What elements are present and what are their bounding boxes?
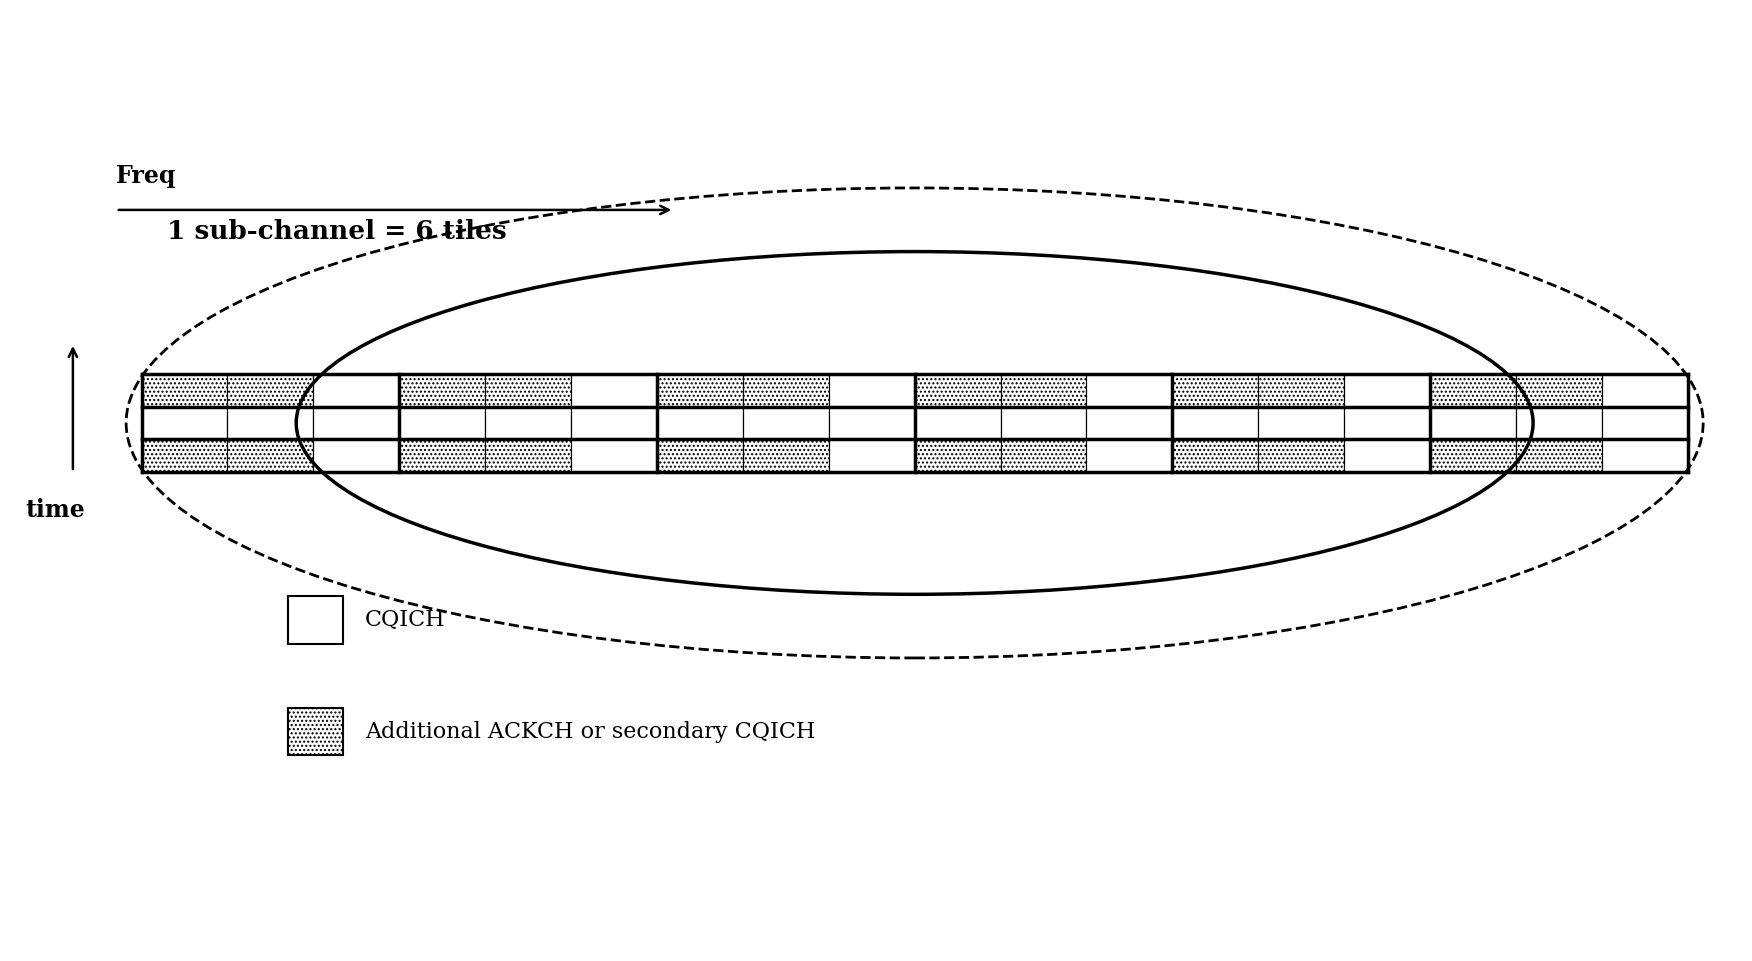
Bar <box>485 407 571 439</box>
Bar <box>142 374 228 407</box>
Bar <box>1258 439 1344 472</box>
Bar <box>1515 374 1601 407</box>
Bar <box>915 374 1000 407</box>
Bar <box>485 374 571 407</box>
Bar <box>1000 374 1086 407</box>
Bar <box>1258 374 1344 407</box>
Bar <box>1430 407 1515 439</box>
Bar <box>657 374 743 407</box>
Bar <box>314 374 399 407</box>
Bar <box>1601 407 1687 439</box>
Bar <box>657 407 743 439</box>
Bar <box>743 374 829 407</box>
Bar <box>485 439 571 472</box>
Bar <box>829 407 915 439</box>
Bar <box>1086 439 1172 472</box>
Bar <box>228 439 314 472</box>
Text: Additional ACKCH or secondary CQICH: Additional ACKCH or secondary CQICH <box>364 721 815 743</box>
Bar <box>915 439 1000 472</box>
Bar <box>287 708 343 755</box>
Bar <box>743 439 829 472</box>
Bar <box>1086 374 1172 407</box>
Bar <box>142 439 228 472</box>
Bar <box>1172 439 1258 472</box>
Bar <box>1344 374 1430 407</box>
Text: Freq: Freq <box>116 164 177 188</box>
Bar <box>1601 439 1687 472</box>
Bar <box>1430 439 1515 472</box>
Bar <box>228 407 314 439</box>
Bar <box>1430 374 1515 407</box>
Bar <box>1000 374 1086 407</box>
Bar <box>1344 407 1430 439</box>
Bar <box>1515 374 1601 407</box>
Bar <box>657 439 743 472</box>
Bar <box>228 374 314 407</box>
Bar <box>657 374 743 407</box>
Text: CQICH: CQICH <box>364 609 445 631</box>
Bar <box>228 439 314 472</box>
Bar <box>399 439 485 472</box>
Bar <box>1515 407 1601 439</box>
Bar <box>142 439 228 472</box>
Bar <box>287 708 343 755</box>
Bar <box>915 439 1000 472</box>
Bar <box>1258 407 1344 439</box>
Text: time: time <box>26 498 86 522</box>
Bar <box>743 374 829 407</box>
Bar <box>1430 374 1515 407</box>
Bar <box>571 407 657 439</box>
Bar <box>915 407 1000 439</box>
Bar <box>829 374 915 407</box>
Bar <box>314 407 399 439</box>
Bar <box>1344 439 1430 472</box>
Bar <box>399 374 485 407</box>
Bar <box>743 407 829 439</box>
Bar <box>485 374 571 407</box>
Bar <box>1172 374 1258 407</box>
Bar <box>1601 374 1687 407</box>
Bar <box>399 439 485 472</box>
Bar <box>743 439 829 472</box>
Bar <box>657 439 743 472</box>
Bar <box>571 439 657 472</box>
Bar <box>1172 374 1258 407</box>
Bar <box>1086 407 1172 439</box>
Bar <box>829 439 915 472</box>
Bar <box>399 407 485 439</box>
Bar <box>1515 439 1601 472</box>
Bar <box>1258 439 1344 472</box>
Bar <box>915 374 1000 407</box>
Bar <box>399 374 485 407</box>
Bar <box>1000 439 1086 472</box>
Bar <box>1000 407 1086 439</box>
Bar <box>1000 439 1086 472</box>
Bar <box>314 439 399 472</box>
Bar <box>287 597 343 644</box>
Bar <box>485 439 571 472</box>
Text: 1 sub-channel = 6 tiles: 1 sub-channel = 6 tiles <box>168 219 506 244</box>
Bar <box>1172 439 1258 472</box>
Bar <box>228 374 314 407</box>
Bar <box>1430 439 1515 472</box>
Bar <box>571 374 657 407</box>
Bar <box>142 374 228 407</box>
Bar <box>1258 374 1344 407</box>
Bar <box>1515 439 1601 472</box>
Bar <box>1172 407 1258 439</box>
Bar <box>142 407 228 439</box>
